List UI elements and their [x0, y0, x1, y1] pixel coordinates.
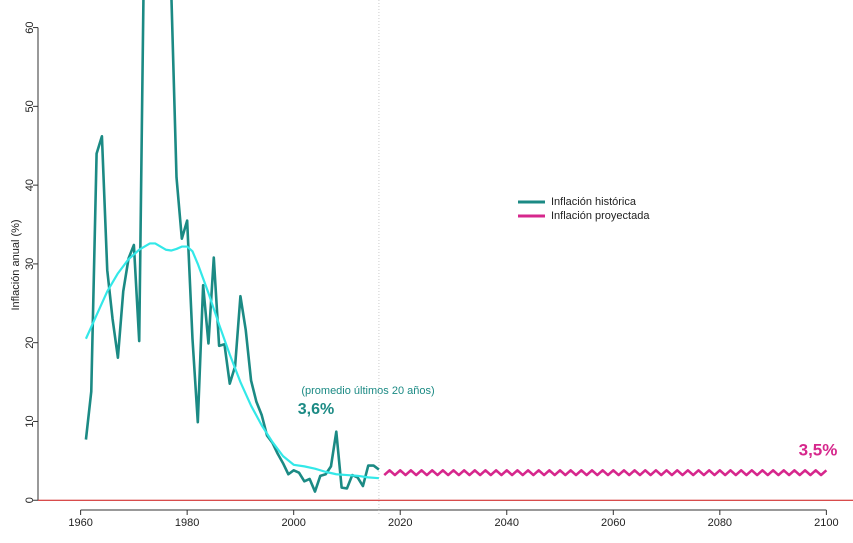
line: [84, 0, 380, 493]
legend-label: Inflación proyectada: [551, 210, 650, 222]
annotation: (promedio últimos 20 años): [301, 385, 434, 397]
line: [84, 242, 380, 480]
y-axis-label: Inflación anual (%): [10, 219, 22, 310]
x-tick-label: 2040: [495, 517, 519, 529]
plot-area: [84, 0, 828, 493]
annotation: 3,5%: [799, 440, 838, 459]
x-tick-label: 2020: [388, 517, 412, 529]
y-tick-label: 40: [24, 179, 36, 191]
x-tick-label: 2000: [281, 517, 305, 529]
x-tick-label: 1980: [175, 517, 199, 529]
x-tick-label: 2100: [814, 517, 838, 529]
y-tick-label: 0: [24, 497, 36, 503]
x-tick-label: 1960: [68, 517, 92, 529]
x-tick-label: 2080: [708, 517, 732, 529]
annotation: 3,6%: [298, 401, 334, 418]
y-tick-label: 60: [24, 21, 36, 33]
x-tick-label: 2060: [601, 517, 625, 529]
y-tick-label: 10: [24, 415, 36, 427]
line: [383, 469, 828, 477]
y-tick-label: 50: [24, 100, 36, 112]
y-tick-label: 30: [24, 258, 36, 270]
y-tick-label: 20: [24, 337, 36, 349]
legend-label: Inflación histórica: [551, 196, 637, 208]
